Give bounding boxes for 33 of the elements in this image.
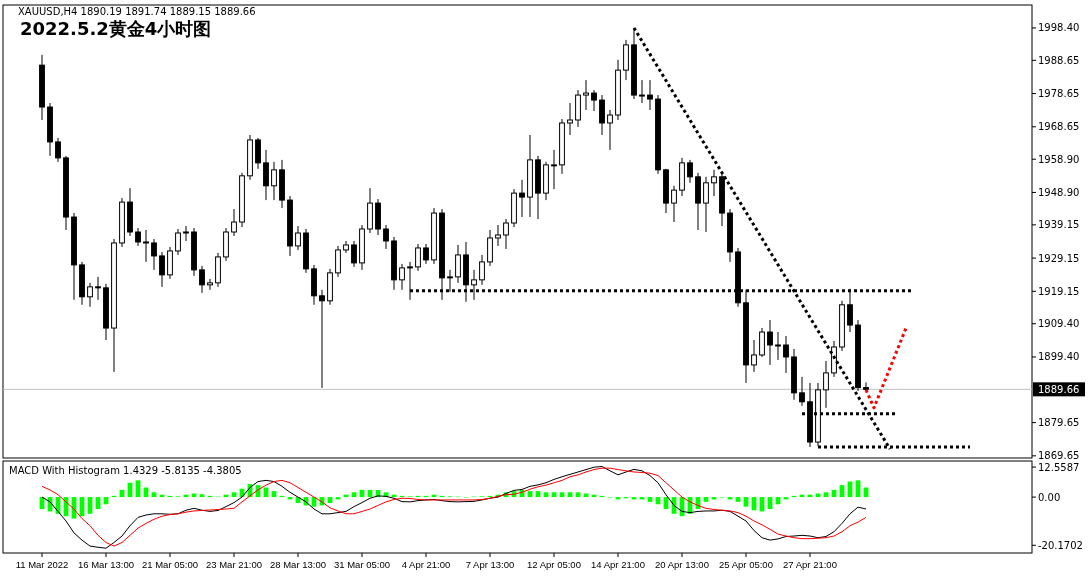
- x-tick-label: 21 Mar 05:00: [142, 559, 198, 570]
- x-tick-label: 31 Mar 05:00: [334, 559, 390, 570]
- y-tick-label: 1988.65: [1038, 54, 1080, 66]
- y-tick-label: 1978.65: [1038, 88, 1080, 100]
- y-tick-label: 1939.15: [1038, 219, 1080, 231]
- x-tick-label: 28 Mar 13:00: [270, 559, 326, 570]
- y-tick-label: 1869.65: [1038, 450, 1080, 462]
- x-tick-label: 20 Apr 13:00: [655, 559, 709, 570]
- y-tick-label: 1948.90: [1038, 186, 1080, 198]
- y-tick-label: 1899.40: [1038, 351, 1080, 363]
- x-tick-label: 4 Apr 21:00: [401, 559, 451, 570]
- chart-title: MACD With Histogram 1.4329 -5.8135 -4.3805: [9, 465, 242, 476]
- y-tick-label: 1879.65: [1038, 417, 1080, 429]
- y-tick-label: 0.00: [1038, 491, 1061, 503]
- y-tick-label: 1998.40: [1038, 22, 1080, 34]
- y-tick-label: 1909.40: [1038, 318, 1080, 330]
- y-tick-label: -20.1702: [1038, 539, 1083, 551]
- x-tick-label: 7 Apr 13:00: [465, 559, 515, 570]
- ref-line-label: 1889.66: [1038, 383, 1080, 395]
- x-tick-label: 14 Apr 21:00: [591, 559, 645, 570]
- x-tick-label: 11 Mar 2022: [15, 559, 69, 570]
- y-tick-label: 1919.15: [1038, 285, 1080, 297]
- chart-subtitle: XAUUSD,H4 1890.19 1891.74 1889.15 1889.66: [18, 6, 256, 17]
- x-tick-label: 16 Mar 13:00: [78, 559, 134, 570]
- y-tick-label: 1929.15: [1038, 252, 1080, 264]
- x-tick-label: 23 Mar 21:00: [206, 559, 262, 570]
- y-tick-label: 12.5587: [1038, 461, 1080, 473]
- x-tick-label: 27 Apr 21:00: [783, 559, 837, 570]
- x-tick-label: 12 Apr 05:00: [527, 559, 581, 570]
- text: 2022.5.2黄金4小时图: [20, 18, 212, 39]
- y-tick-label: 1958.90: [1038, 153, 1080, 165]
- x-tick-label: 25 Apr 05:00: [719, 559, 773, 570]
- y-tick-label: 1968.65: [1038, 121, 1080, 133]
